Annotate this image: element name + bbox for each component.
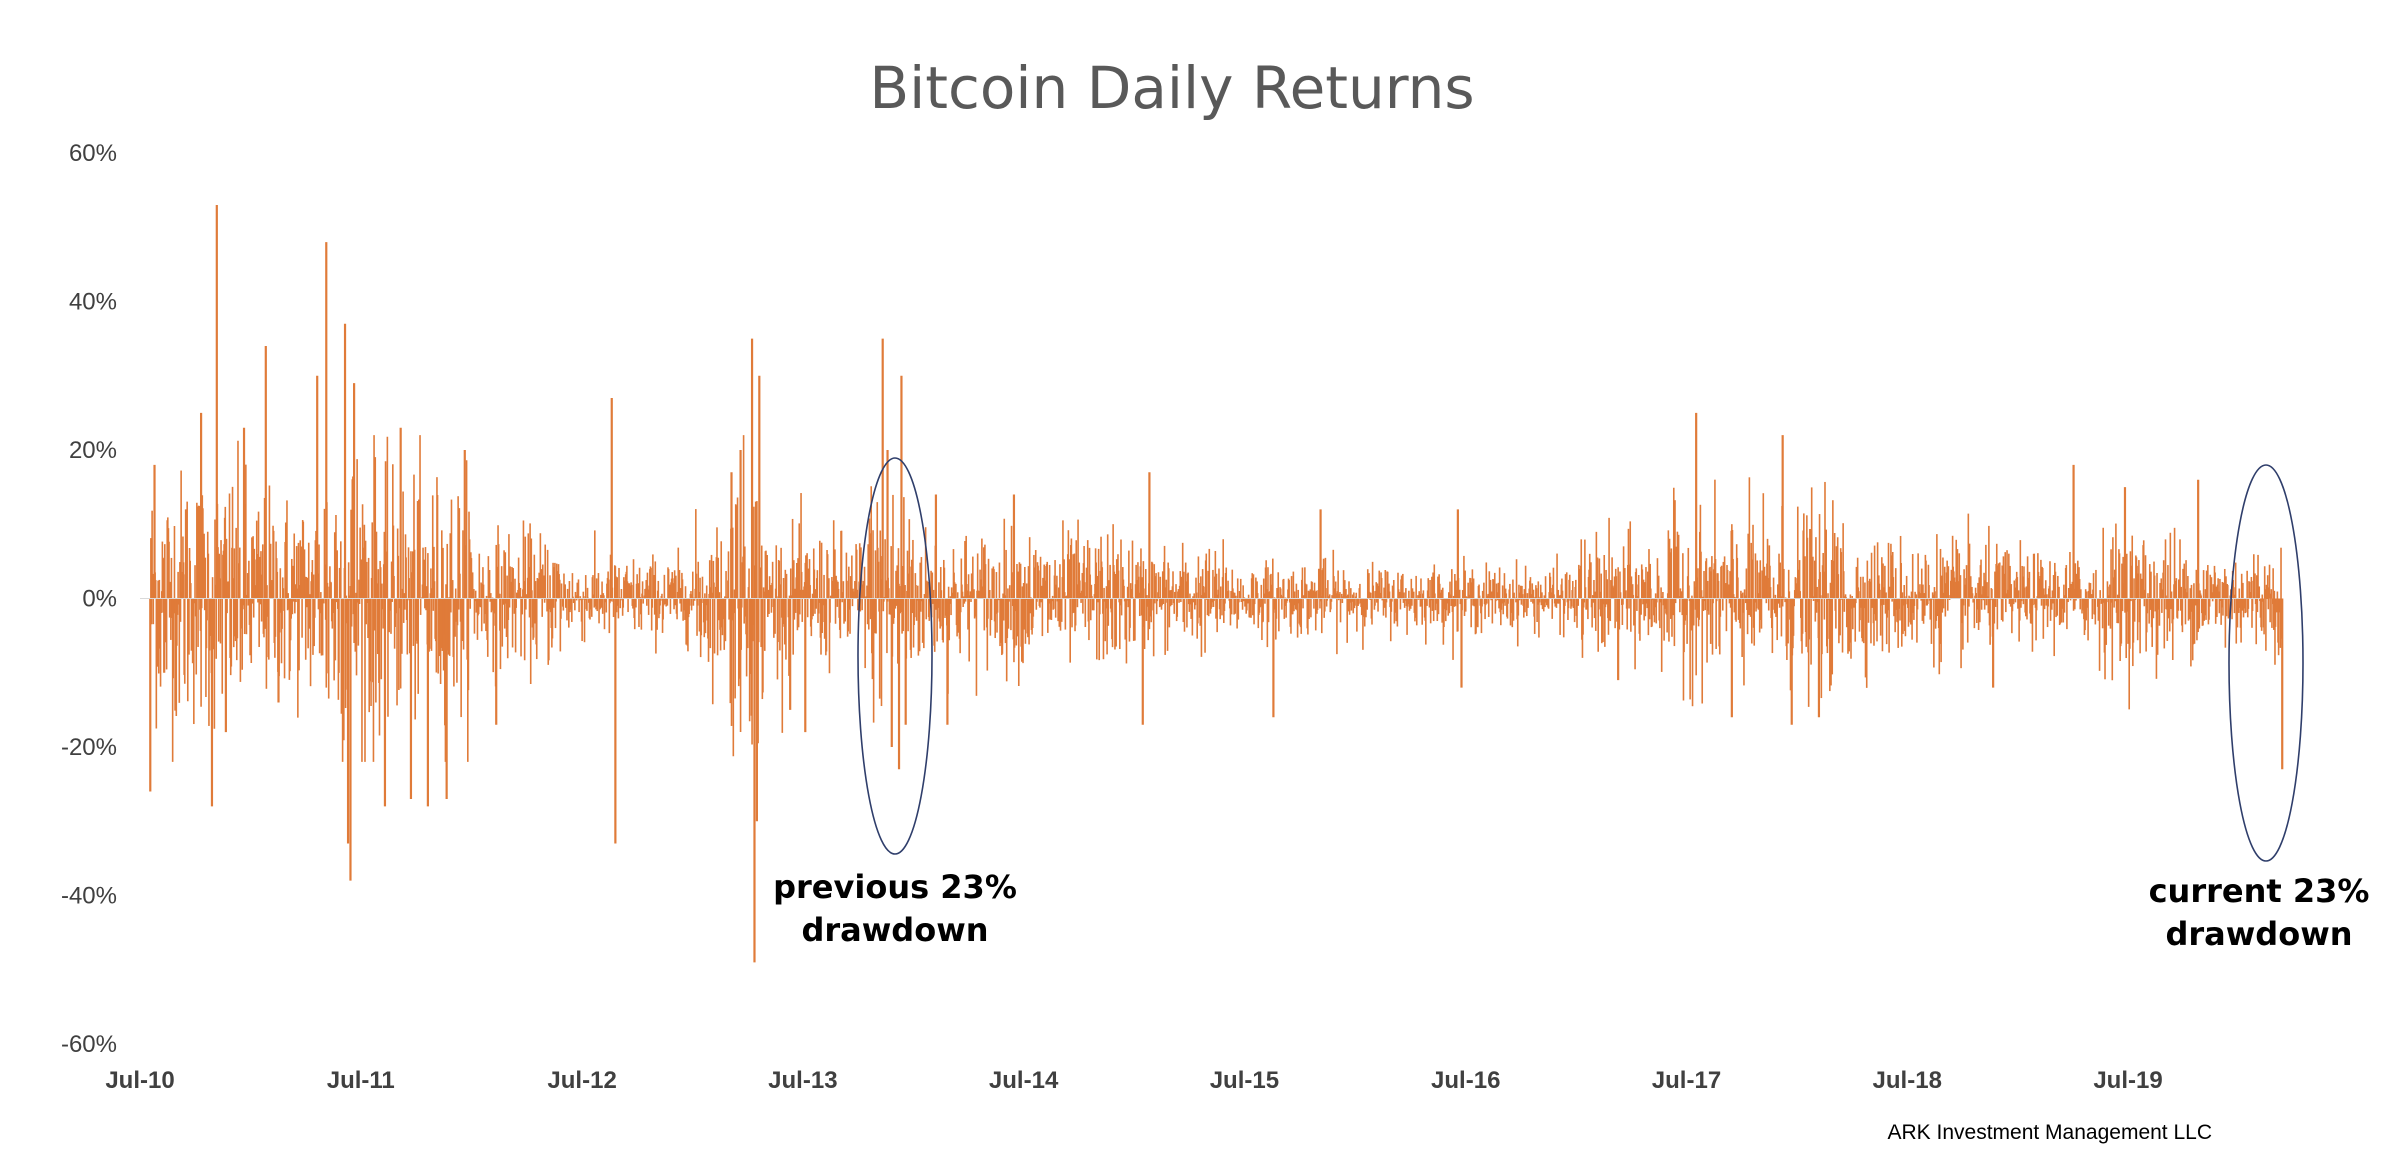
x-tick-label: Jul-18 xyxy=(1873,1067,1942,1094)
chart-title: Bitcoin Daily Returns xyxy=(869,54,1474,122)
x-tick-label: Jul-12 xyxy=(547,1067,616,1094)
drawdown-annotations: previous 23% drawdown current 23% drawdo… xyxy=(773,457,2370,953)
x-tick-label: Jul-19 xyxy=(2093,1067,2162,1094)
x-tick-label: Jul-16 xyxy=(1431,1067,1500,1094)
y-tick-label: 60% xyxy=(69,140,117,167)
y-tick-label: -40% xyxy=(61,883,117,910)
x-axis-tick-labels: Jul-10 Jul-11 Jul-12 Jul-13 Jul-14 Jul-15 Jul-… xyxy=(105,1067,2162,1094)
current-drawdown-label-line1: current 23% xyxy=(2149,872,2370,910)
return-bars xyxy=(149,204,2284,963)
current-drawdown-ellipse xyxy=(2228,464,2304,862)
x-tick-label: Jul-10 xyxy=(105,1067,174,1094)
y-tick-label: 0% xyxy=(82,586,117,613)
previous-drawdown-label-line2: drawdown xyxy=(801,911,988,949)
x-tick-label: Jul-13 xyxy=(768,1067,837,1094)
x-tick-label: Jul-11 xyxy=(327,1067,395,1094)
current-drawdown-label-line2: drawdown xyxy=(2165,915,2352,953)
source-credit: ARK Investment Management LLC xyxy=(1888,1121,2213,1144)
x-tick-label: Jul-14 xyxy=(989,1067,1059,1094)
previous-drawdown-label-line1: previous 23% xyxy=(773,868,1017,906)
y-axis-tick-labels: 60% 40% 20% 0% -20% -40% -60% xyxy=(61,140,117,1058)
y-tick-label: -60% xyxy=(61,1031,117,1058)
previous-drawdown-ellipse xyxy=(857,457,933,855)
x-tick-label: Jul-15 xyxy=(1210,1067,1279,1094)
y-tick-label: -20% xyxy=(61,734,117,761)
x-tick-label: Jul-17 xyxy=(1652,1067,1721,1094)
y-tick-label: 20% xyxy=(69,437,117,464)
y-tick-label: 40% xyxy=(69,289,117,316)
